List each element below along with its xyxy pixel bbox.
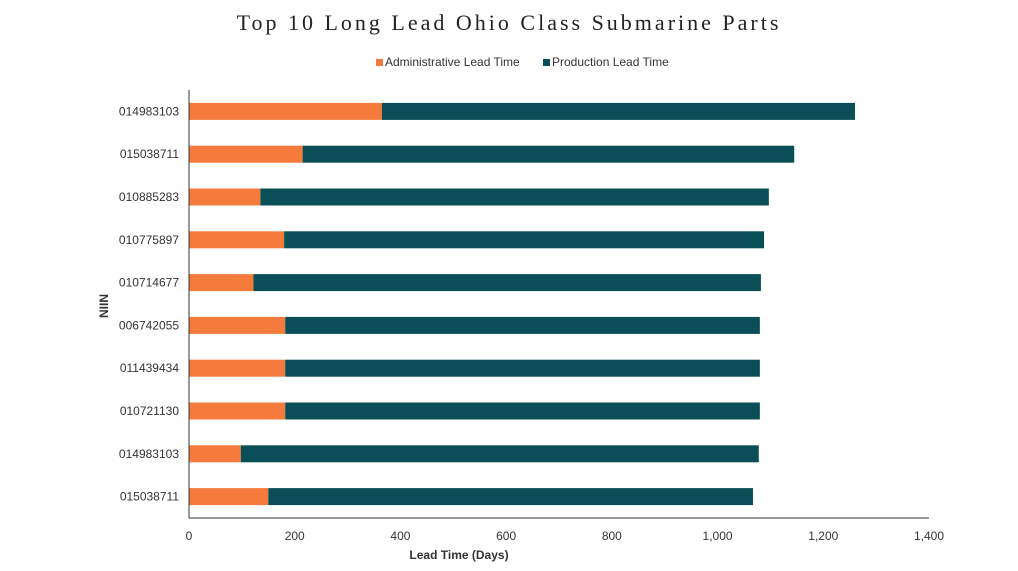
chart-title: Top 10 Long Lead Ohio Class Submarine Pa… — [236, 10, 782, 35]
bar-administrative-2 — [189, 188, 261, 206]
x-tick-label: 1,200 — [808, 529, 838, 543]
bar-administrative-1 — [189, 145, 303, 163]
bar-production-0 — [381, 102, 855, 120]
bar-production-8 — [240, 445, 759, 463]
legend-swatch-production — [543, 59, 550, 66]
bar-administrative-0 — [189, 102, 382, 120]
legend: Administrative Lead Time Production Lead … — [376, 55, 669, 69]
bar-production-4 — [253, 274, 761, 292]
bar-production-1 — [302, 145, 795, 163]
bar-production-6 — [285, 359, 760, 377]
x-tick-label: 0 — [186, 529, 193, 543]
x-tick-label: 1,400 — [914, 529, 944, 543]
x-axis-title: Lead Time (Days) — [409, 548, 508, 562]
y-tick-label: 015038711 — [120, 490, 180, 504]
y-tick-label: 014983103 — [119, 104, 179, 118]
bar-production-7 — [285, 402, 760, 420]
bar-administrative-3 — [189, 231, 285, 249]
bar-production-2 — [260, 188, 769, 206]
x-tick-label: 200 — [285, 529, 305, 543]
legend-swatch-administrative — [376, 59, 383, 66]
x-tick-label: 1,000 — [703, 529, 733, 543]
y-tick-label: 015038711 — [120, 147, 180, 161]
bar-administrative-8 — [189, 445, 241, 463]
y-tick-label: 010775897 — [119, 233, 179, 247]
bar-administrative-4 — [189, 274, 254, 292]
bar-administrative-5 — [189, 316, 286, 334]
bar-production-3 — [284, 231, 765, 249]
bar-administrative-6 — [189, 359, 286, 377]
y-tick-label: 006742055 — [119, 318, 179, 332]
y-tick-label: 011439434 — [120, 361, 180, 375]
y-tick-label: 014983103 — [119, 447, 179, 461]
x-tick-label: 400 — [390, 529, 410, 543]
legend-label-administrative: Administrative Lead Time — [385, 55, 520, 69]
legend-label-production: Production Lead Time — [552, 55, 669, 69]
y-tick-label: 010714677 — [119, 276, 179, 290]
y-tick-label: 010885283 — [119, 190, 179, 204]
bar-production-5 — [285, 316, 760, 334]
bar-production-9 — [268, 488, 753, 506]
x-tick-labels: 0 200 400 600 800 1,000 1,200 1,400 — [186, 529, 945, 543]
y-axis-title: NIIN — [97, 294, 111, 318]
bar-administrative-7 — [189, 402, 286, 420]
bar-administrative-9 — [189, 488, 269, 506]
bars — [189, 102, 855, 506]
x-tick-label: 800 — [602, 529, 622, 543]
x-tick-label: 600 — [496, 529, 516, 543]
y-tick-labels: 014983103 015038711 010885283 010775897 0107… — [119, 104, 179, 503]
y-tick-label: 010721130 — [120, 404, 180, 418]
